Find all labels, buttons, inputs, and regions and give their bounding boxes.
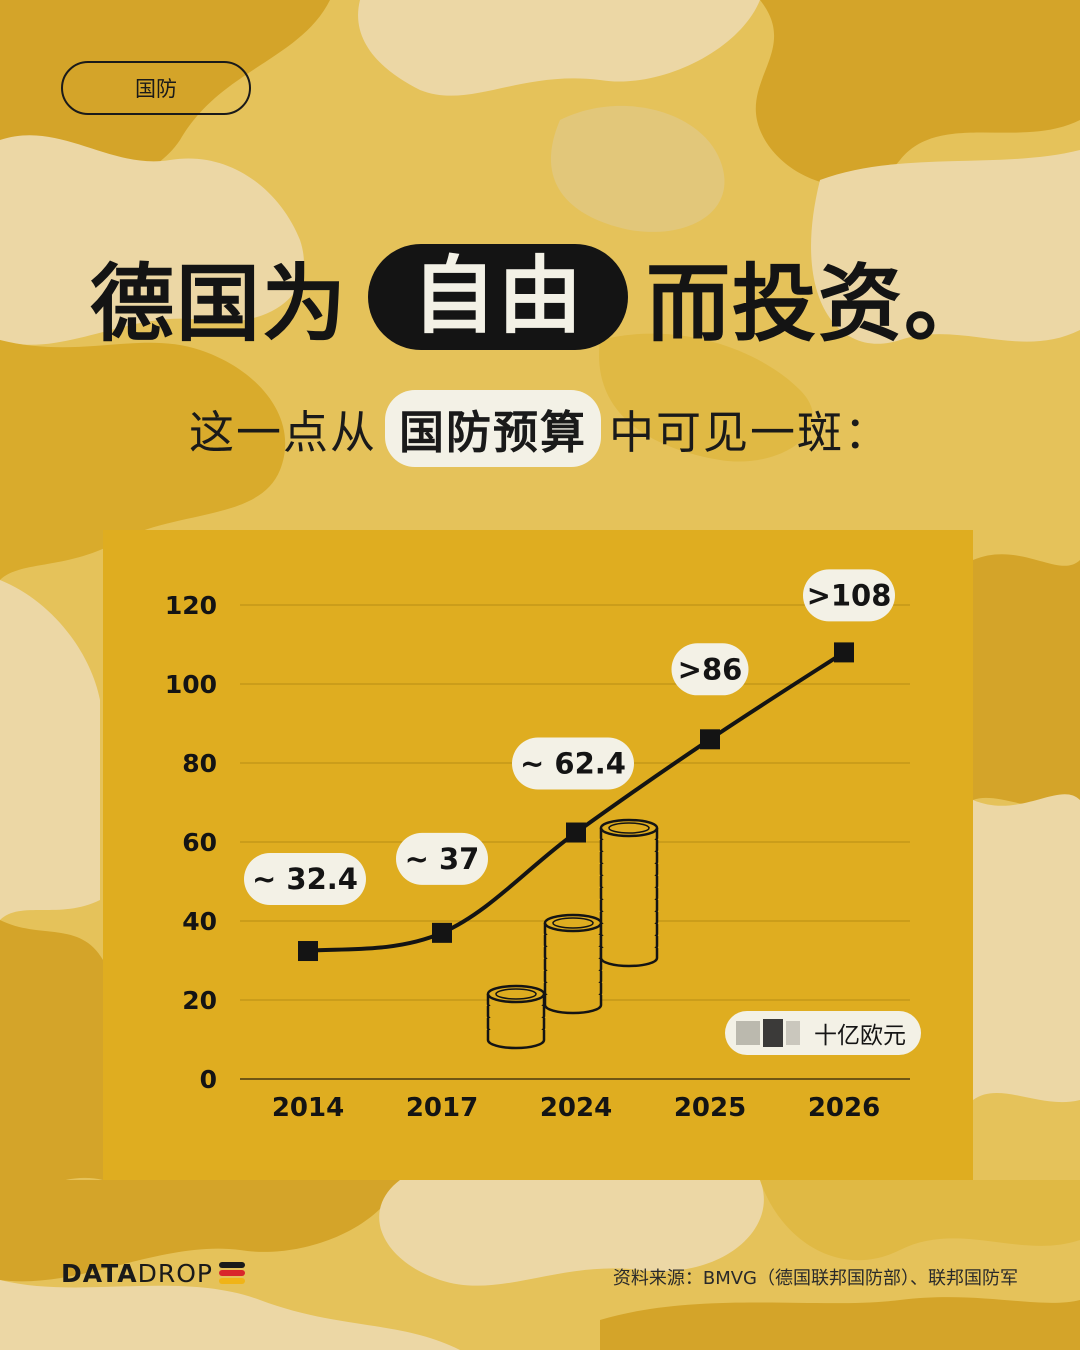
source-note: 资料来源：BMVG（德国联邦国防部）、联邦国防军 bbox=[612, 1268, 1018, 1289]
data-label: ~ 32.4 bbox=[244, 853, 366, 906]
y-tick-label: 100 bbox=[165, 670, 217, 699]
data-label: >86 bbox=[671, 643, 749, 696]
x-tick-label: 2024 bbox=[540, 1093, 612, 1123]
subline-highlight: 国防预算 bbox=[384, 389, 601, 467]
data-point bbox=[834, 642, 854, 663]
x-tick-label: 2026 bbox=[808, 1093, 880, 1123]
line-chart: 0 20 40 60 80 100 120 2014 2017 2024 2025 2026 ~ 32… bbox=[165, 569, 921, 1123]
data-point bbox=[700, 729, 720, 750]
german-flag-icon bbox=[219, 1262, 245, 1284]
brand-logo: DATA DROP bbox=[61, 1258, 245, 1288]
brand-bold: DATA bbox=[61, 1258, 138, 1288]
svg-text:~ 32.4: ~ 32.4 bbox=[252, 862, 358, 896]
brand-light: DROP bbox=[137, 1258, 213, 1288]
data-point bbox=[298, 941, 318, 962]
svg-text:>108: >108 bbox=[807, 578, 892, 612]
unit-label: 十亿欧元 bbox=[814, 1023, 906, 1049]
y-tick-label: 80 bbox=[182, 749, 217, 778]
series-line bbox=[307, 650, 846, 954]
data-point bbox=[432, 922, 452, 943]
data-label: ~ 37 bbox=[396, 832, 488, 885]
svg-text:>86: >86 bbox=[678, 652, 743, 686]
subline-before: 这一点从 bbox=[188, 405, 377, 459]
y-tick-label: 120 bbox=[165, 591, 217, 620]
subheadline: 这一点从 国防预算 中可见一斑： bbox=[0, 388, 1080, 468]
coins-illustration bbox=[486, 818, 659, 1050]
svg-text:~ 62.4: ~ 62.4 bbox=[520, 747, 626, 781]
headline: 德国为 自由 而投资。 bbox=[0, 238, 1080, 356]
y-tick-label: 60 bbox=[182, 828, 217, 857]
data-point bbox=[566, 822, 586, 843]
x-tick-label: 2014 bbox=[272, 1093, 344, 1123]
unit-badge: 十亿欧元 bbox=[725, 1011, 921, 1055]
x-tick-label: 2025 bbox=[674, 1093, 746, 1123]
headline-before: 德国为 bbox=[89, 254, 348, 353]
subline-after: 中可见一斑： bbox=[609, 405, 892, 459]
headline-highlight: 自由 bbox=[367, 243, 628, 351]
data-label: ~ 62.4 bbox=[512, 737, 634, 790]
y-tick-label: 0 bbox=[200, 1065, 217, 1094]
x-tick-label: 2017 bbox=[406, 1093, 478, 1123]
category-tag[interactable]: 国防 bbox=[61, 61, 251, 115]
headline-after: 而投资。 bbox=[646, 254, 991, 353]
y-tick-label: 40 bbox=[182, 907, 217, 936]
data-label: >108 bbox=[803, 569, 895, 622]
chart-panel: 0 20 40 60 80 100 120 2014 2017 2024 2025 2026 ~ 32… bbox=[103, 530, 973, 1180]
svg-text:~ 37: ~ 37 bbox=[405, 842, 480, 876]
y-tick-label: 20 bbox=[182, 986, 217, 1015]
